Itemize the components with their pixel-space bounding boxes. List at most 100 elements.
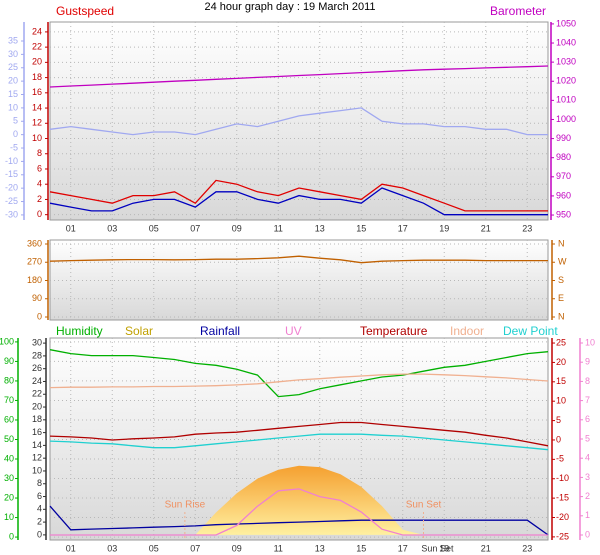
line (49, 255, 548, 264)
line (49, 187, 548, 216)
y-tick-label: 10 (556, 396, 566, 406)
y-tick-label: 1 (585, 510, 590, 520)
y-tick-label: 12 (32, 453, 42, 463)
x-tick-label: 09 (232, 223, 242, 233)
y-tick-label: 26 (32, 363, 42, 373)
line (49, 107, 548, 136)
annotation: Sun Set (406, 500, 442, 511)
legend-label: Solar (125, 324, 153, 338)
y-tick-label: 10 (32, 465, 42, 475)
y-tick-label: 2 (37, 194, 42, 204)
y-tick-label: 8 (37, 148, 42, 158)
annotation: Sun Rise (165, 500, 206, 511)
area (50, 465, 548, 535)
y-tick-label: 0 (585, 529, 590, 539)
y-tick-label: 990 (556, 133, 571, 143)
legend-label: UV (285, 324, 302, 338)
y-tick-label: 20 (32, 57, 42, 67)
y-tick-label: 20 (32, 401, 42, 411)
y-tick-label: 5 (556, 415, 561, 425)
y-tick-label: 25 (556, 337, 566, 347)
y-tick-label: 10 (585, 337, 595, 347)
y-tick-label: 0 (37, 209, 42, 219)
y-tick-label: -25 (556, 531, 569, 541)
y-tick-label: 18 (32, 72, 42, 82)
y-tick-label: 0 (556, 434, 561, 444)
line (50, 488, 548, 536)
legend-label: Dew Point (503, 324, 558, 338)
x-tick-label: 13 (315, 223, 325, 233)
plot-area (49, 21, 549, 221)
x-tick-label: 05 (149, 543, 159, 553)
y-tick-label: 12 (32, 118, 42, 128)
y-tick-label: 30 (32, 337, 42, 347)
y-tick-label: -5 (10, 142, 18, 152)
x-tick-label: 07 (190, 223, 200, 233)
x-tick-label: 05 (149, 223, 159, 233)
legend-label: Temperature (360, 324, 428, 338)
y-tick-label: 1050 (556, 18, 576, 28)
x-tick-label: 11 (274, 223, 283, 233)
line (49, 179, 548, 212)
axis-annotation: Sun Set (421, 543, 454, 553)
y-tick-label: 5 (13, 116, 18, 126)
y-tick-label: 4 (37, 504, 42, 514)
y-tick-label: 14 (32, 440, 42, 450)
line (49, 505, 549, 536)
line (49, 433, 549, 451)
x-tick-label: 15 (356, 223, 366, 233)
y-tick-label: 950 (556, 209, 571, 219)
y-tick-label: -20 (556, 512, 569, 522)
y-tick-label: 80 (4, 375, 14, 385)
y-tick-label: 50 (4, 434, 14, 444)
y-tick-label: -25 (5, 196, 18, 206)
y-tick-label: 180 (27, 275, 42, 285)
y-tick-label: 25 (8, 62, 18, 72)
y-tick-label: 35 (8, 35, 18, 45)
line (49, 65, 549, 88)
y-tick-label: 22 (32, 42, 42, 52)
line (49, 421, 549, 447)
y-tick-label: 22 (32, 389, 42, 399)
y-tick-label: 15 (556, 376, 566, 386)
line (49, 349, 549, 398)
y-tick-label: 0 (37, 311, 42, 321)
y-tick-label: 0 (9, 531, 14, 541)
y-tick-label: 0 (37, 529, 42, 539)
y-tick-label: 28 (32, 350, 42, 360)
y-tick-label: 16 (32, 87, 42, 97)
y-tick-label: -15 (556, 493, 569, 503)
y-tick-label: 20 (8, 76, 18, 86)
y-tick-label: 90 (4, 356, 14, 366)
x-tick-label: 13 (315, 543, 325, 553)
y-tick-label: -10 (556, 473, 569, 483)
y-tick-label: 70 (4, 395, 14, 405)
y-tick-label: 9 (585, 357, 590, 367)
y-tick-label: 1020 (556, 76, 576, 86)
y-tick-label: 8 (37, 478, 42, 488)
y-tick-label: 10 (4, 512, 14, 522)
y-tick-label: 10 (32, 133, 42, 143)
x-tick-label: 21 (481, 223, 491, 233)
x-tick-label: 17 (398, 223, 408, 233)
y-tick-label: 100 (0, 336, 14, 346)
y-tick-label: 360 (27, 238, 42, 248)
y-tick-label: 14 (32, 102, 42, 112)
legend-label: Barometer (490, 4, 546, 18)
x-tick-label: 17 (398, 543, 408, 553)
y-tick-label: 6 (37, 163, 42, 173)
legend-label: Rainfall (200, 324, 240, 338)
y-tick-label: N (558, 238, 565, 248)
x-tick-label: 11 (274, 543, 283, 553)
y-tick-label: 30 (4, 473, 14, 483)
x-tick-label: 01 (66, 223, 76, 233)
x-tick-label: 15 (356, 543, 366, 553)
y-tick-label: -30 (5, 209, 18, 219)
x-tick-label: 07 (190, 543, 200, 553)
y-tick-label: 2 (585, 491, 590, 501)
y-tick-label: 90 (32, 293, 42, 303)
y-tick-label: 20 (4, 492, 14, 502)
y-tick-label: 40 (4, 453, 14, 463)
y-tick-label: 970 (556, 171, 571, 181)
